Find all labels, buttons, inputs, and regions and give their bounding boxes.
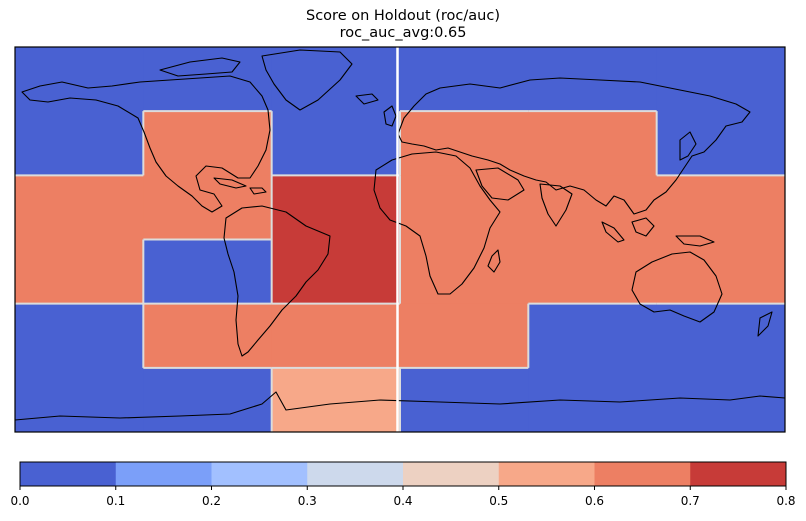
chart-subtitle: roc_auc_avg:0.65 bbox=[339, 25, 467, 41]
score-region-9 bbox=[143, 239, 272, 304]
score-region-6 bbox=[656, 47, 785, 176]
coastline-british-isles bbox=[383, 105, 397, 127]
chart-title: Score on Holdout (roc/auc) bbox=[306, 8, 500, 24]
coastline-sumatra bbox=[601, 221, 625, 243]
region-borders bbox=[15, 110, 785, 432]
colorbar-segment-2 bbox=[211, 462, 308, 486]
coastline-madagascar bbox=[487, 249, 501, 273]
colorbar-tick-label-5: 0.5 bbox=[489, 494, 508, 508]
coastline-new-zealand bbox=[757, 311, 773, 337]
colorbar-tick-label-8: 0.8 bbox=[776, 494, 795, 508]
colorbar-tick-label-4: 0.4 bbox=[393, 494, 412, 508]
coastline-hispaniola bbox=[249, 187, 267, 195]
coastlines bbox=[15, 49, 785, 421]
colorbar-tick-label-6: 0.6 bbox=[585, 494, 604, 508]
coastline-south-america bbox=[223, 205, 331, 357]
score-region-1 bbox=[143, 47, 272, 112]
map-frame bbox=[14, 46, 786, 433]
coastline-japan bbox=[679, 131, 697, 161]
coastline-eurasia bbox=[397, 77, 751, 215]
colorbar-segment-0 bbox=[20, 462, 117, 486]
score-region-12 bbox=[15, 303, 144, 432]
coastline-cuba bbox=[213, 177, 247, 189]
score-region-7 bbox=[15, 175, 144, 304]
score-region-13 bbox=[143, 303, 272, 369]
coastline-arctic-islands bbox=[159, 57, 241, 77]
colorbar-tick-label-1: 0.1 bbox=[106, 494, 125, 508]
colorbar-tick-label-2: 0.2 bbox=[202, 494, 221, 508]
coastline-arabia bbox=[475, 167, 525, 201]
score-region-0 bbox=[15, 47, 144, 176]
colorbar-segment-6 bbox=[594, 462, 691, 486]
colorbar-segment-3 bbox=[307, 462, 404, 486]
coastline-africa bbox=[373, 151, 501, 295]
colorbar-tick-label-3: 0.3 bbox=[298, 494, 317, 508]
colorbar-tick-label-0: 0.0 bbox=[10, 494, 29, 508]
coastline-borneo bbox=[631, 217, 655, 237]
score-region-15 bbox=[271, 303, 401, 369]
coastline-new-guinea bbox=[675, 235, 715, 247]
score-region-17 bbox=[399, 303, 529, 369]
score-region-18 bbox=[399, 367, 529, 432]
coastline-iceland bbox=[355, 93, 379, 105]
score-region-4 bbox=[399, 47, 657, 112]
coastline-antarctica bbox=[15, 391, 785, 421]
score-region-5 bbox=[399, 110, 657, 176]
coastline-north-america bbox=[21, 75, 271, 213]
colorbar-segment-4 bbox=[403, 462, 500, 486]
coastline-india bbox=[539, 183, 573, 227]
colorbar-segment-7 bbox=[690, 462, 787, 486]
colorbar-tick-label-7: 0.7 bbox=[681, 494, 700, 508]
coastline-australia bbox=[631, 251, 723, 323]
score-region-14 bbox=[143, 367, 272, 432]
score-regions bbox=[15, 47, 785, 432]
score-region-10 bbox=[271, 175, 401, 304]
score-region-3 bbox=[271, 47, 401, 176]
colorbar-segment-5 bbox=[498, 462, 595, 486]
coastline-greenland bbox=[261, 49, 353, 111]
colorbar: 0.0 0.1 0.2 0.3 0.4 0.5 0.6 0.7 0.8 bbox=[10, 461, 796, 508]
score-region-11 bbox=[399, 175, 785, 304]
score-region-19 bbox=[528, 303, 785, 432]
colorbar-segment-1 bbox=[115, 462, 212, 486]
